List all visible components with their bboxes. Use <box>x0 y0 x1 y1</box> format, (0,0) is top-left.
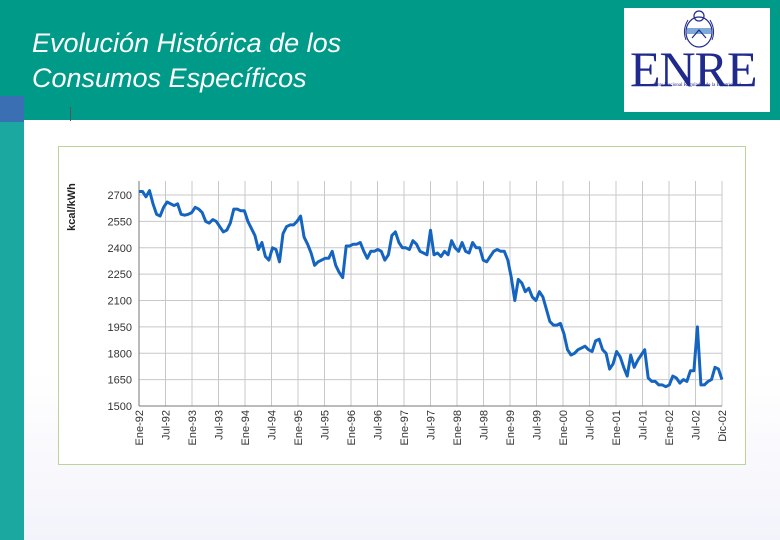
x-tick-label: Jul-02 <box>691 410 703 440</box>
line-chart: 1500 1650 1800 1950 2100 2250 2400 2550 2700 Ene-… <box>66 181 729 445</box>
slide-title-line-1: Evolución Histórica de los <box>32 28 342 58</box>
x-tick-label: Ene-95 <box>293 410 305 445</box>
y-tick-label: 2400 <box>108 243 132 255</box>
y-tick-label: 1650 <box>108 375 132 387</box>
x-tick-label: Ene-00 <box>558 410 570 445</box>
y-tick-label: 2550 <box>108 216 132 228</box>
x-tick-label: Jul-01 <box>638 410 650 440</box>
x-tick-label: Ene-98 <box>452 410 464 445</box>
x-tick-label: Ene-01 <box>611 410 623 445</box>
chart-frame: 1500 1650 1800 1950 2100 2250 2400 2550 2700 Ene-… <box>58 146 746 465</box>
logo-subtitle: Ente Nacional Regulador de la Electricid… <box>654 83 741 88</box>
x-tick-label: Ene-97 <box>399 410 411 445</box>
slide-title: Evolución Histórica de los Consumos Espe… <box>32 26 592 96</box>
y-tick-label: 1800 <box>108 348 132 360</box>
x-tick-label: Jul-92 <box>161 410 173 440</box>
x-tick-label: Jul-99 <box>532 410 544 440</box>
x-tick-label: Jul-97 <box>426 410 438 440</box>
slide-title-line-2: Consumos Específicos <box>32 63 307 93</box>
x-tick-label: Jul-98 <box>479 410 491 440</box>
series-line-0 <box>139 189 724 389</box>
x-tick-label: Jul-93 <box>214 410 226 440</box>
left-accent-block <box>0 96 24 122</box>
y-tick-label: 1950 <box>108 322 132 334</box>
logo-wordmark: ENRE <box>630 41 758 97</box>
x-tick-label: Jul-00 <box>585 410 597 440</box>
x-tick-label: Ene-96 <box>346 410 358 445</box>
x-tick-label: Ene-02 <box>664 410 676 445</box>
enre-logo: ENRE Ente Nacional Regulador de la Elect… <box>624 8 770 112</box>
y-tick-label: 2250 <box>108 269 132 281</box>
header-tick-mark <box>70 107 71 121</box>
x-tick-label: Ene-93 <box>187 410 199 445</box>
x-tick-label: Jul-96 <box>373 410 385 440</box>
y-tick-label: 1500 <box>108 401 132 413</box>
y-tick-label: 2700 <box>108 190 132 202</box>
x-tick-label: Dic-02 <box>717 410 729 442</box>
x-tick-label: Jul-95 <box>320 410 332 440</box>
y-tick-label: 2100 <box>108 296 132 308</box>
x-tick-label: Ene-99 <box>505 410 517 445</box>
x-tick-label: Ene-92 <box>134 410 146 445</box>
y-axis-label: kcal/kWh <box>66 183 78 231</box>
crest-icon <box>683 10 715 48</box>
x-tick-label: Jul-94 <box>267 410 279 440</box>
left-accent-bar <box>0 96 24 540</box>
x-tick-label: Ene-94 <box>240 410 252 445</box>
